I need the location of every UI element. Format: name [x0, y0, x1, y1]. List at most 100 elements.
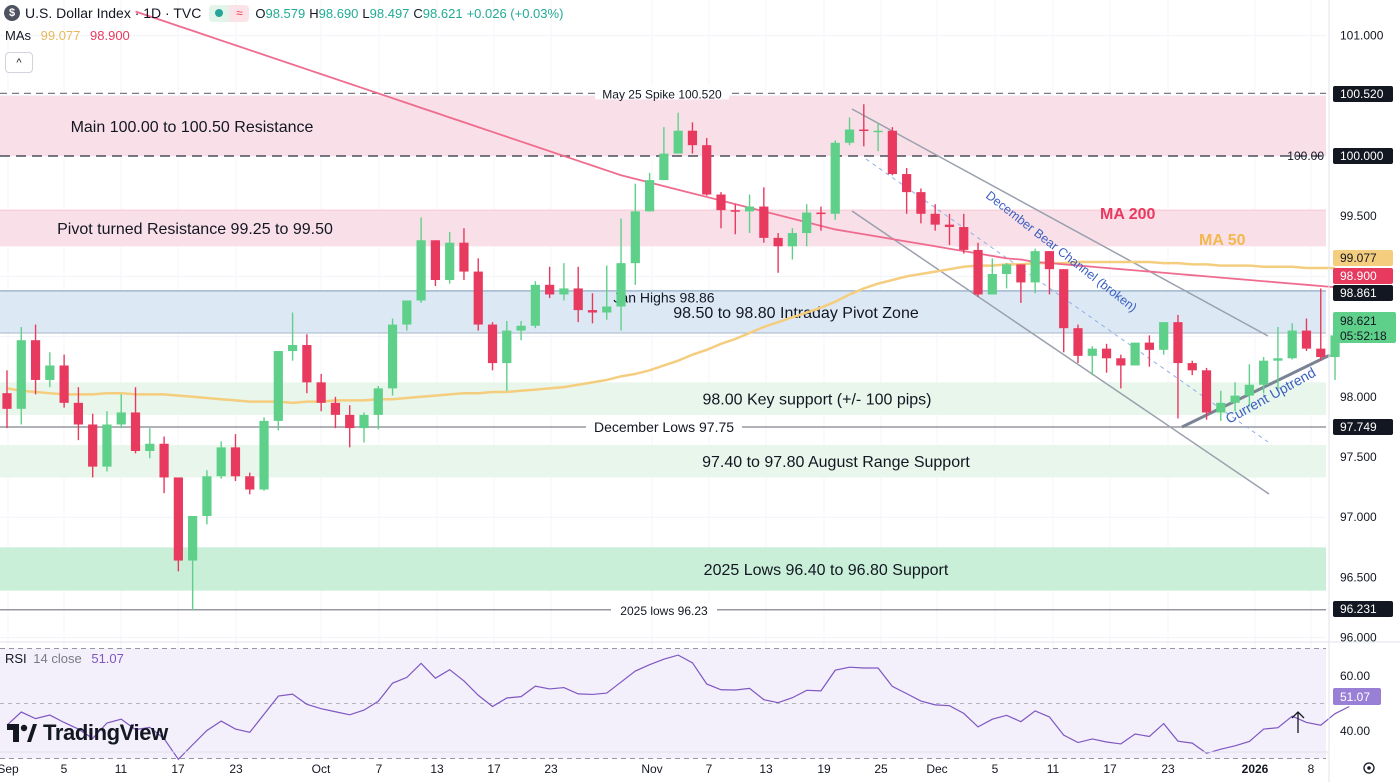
zone-label: Main 100.00 to 100.50 Resistance	[71, 119, 314, 136]
rsi-tick-label: 40.00	[1340, 724, 1370, 738]
candle	[1159, 322, 1169, 355]
candle-body	[759, 206, 769, 238]
candle	[645, 172, 655, 212]
candle	[959, 213, 969, 254]
lows-2025-price-tag: 96.231	[1340, 602, 1377, 616]
candle-body	[202, 476, 212, 516]
wave-icon: ≈	[229, 4, 250, 22]
ma200-price-tag-bg	[1333, 268, 1393, 284]
candle-body	[45, 365, 55, 380]
x-tick-label: 25	[874, 762, 888, 776]
candle-body	[687, 130, 698, 146]
candle	[116, 394, 126, 429]
channel-lower-line	[851, 210, 1270, 495]
candle-body	[730, 210, 740, 212]
x-tick-label: 5	[992, 762, 999, 776]
candle	[1144, 335, 1154, 367]
rsi-legend[interactable]: RSI 14 close 51.07	[5, 651, 124, 666]
x-tick-label: 17	[171, 762, 185, 776]
candle-body	[216, 447, 226, 477]
candle-body	[616, 263, 626, 307]
ma200-annotation: MA 200	[1100, 206, 1156, 223]
candle	[430, 240, 440, 287]
candle	[602, 265, 612, 320]
candle	[1116, 354, 1126, 389]
rsi-legend-value: 51.07	[91, 651, 124, 666]
candle	[816, 206, 826, 231]
candle-body	[1116, 358, 1126, 366]
market-status-pill[interactable]: ≈	[209, 4, 250, 22]
candle-body	[1201, 370, 1212, 413]
spike-level-label: May 25 Spike 100.520	[602, 87, 722, 101]
settings-gear-icon	[1363, 762, 1375, 774]
level-100-price-tag: 100.000	[1340, 149, 1384, 163]
candle	[373, 385, 383, 430]
candle	[516, 320, 526, 341]
x-tick-label: 7	[706, 762, 713, 776]
ma200-price-tag: 98.900	[1340, 269, 1377, 283]
candle-body	[944, 224, 955, 228]
zone-band	[0, 547, 1326, 591]
candle	[1044, 251, 1055, 295]
candle-body	[188, 515, 198, 561]
candle	[16, 326, 26, 425]
candle	[659, 127, 669, 181]
candle-body	[602, 306, 612, 313]
candle-body	[2, 393, 12, 409]
candle-body	[573, 288, 583, 311]
candle-body	[1087, 348, 1097, 356]
chart-header: $ U.S. Dollar Index · 1D · TVC ≈ O98.579…	[4, 4, 567, 22]
candle-body	[359, 414, 369, 429]
y-tick-label: 96.500	[1340, 570, 1377, 584]
candle-body	[887, 130, 897, 175]
ma-legend[interactable]: MAs 99.077 98.900	[5, 28, 130, 43]
candle-body	[416, 240, 426, 301]
zone-band	[0, 444, 1326, 478]
candle	[45, 352, 55, 388]
tradingview-logo[interactable]: TradingView	[7, 720, 168, 746]
candle	[445, 231, 455, 284]
candle-body	[1101, 348, 1112, 359]
candle	[1259, 357, 1269, 394]
rsi-tick-label: 60.00	[1340, 669, 1370, 683]
candle-body	[545, 284, 555, 295]
candle	[1216, 390, 1226, 421]
candle	[487, 322, 498, 371]
candle-body	[830, 142, 840, 214]
candle	[230, 434, 241, 482]
candle	[630, 183, 640, 285]
candle-body	[630, 211, 640, 264]
candle-body	[716, 194, 726, 211]
candle	[173, 477, 183, 572]
ma50-line	[6, 260, 1336, 405]
channel-mid-line	[865, 158, 1269, 443]
candle-body	[473, 271, 483, 325]
dec-lows-label-bg	[586, 419, 742, 436]
candle	[773, 233, 783, 273]
zone-band	[0, 290, 1326, 333]
candle-body	[1187, 363, 1197, 371]
candle	[202, 470, 212, 525]
logo-text: TradingView	[43, 720, 168, 745]
candle-body	[787, 233, 797, 247]
candle	[359, 412, 369, 443]
candle-body	[1044, 251, 1055, 270]
candle	[88, 413, 98, 478]
dec-lows-price-tag: 97.749	[1340, 420, 1377, 434]
collapse-legend-button[interactable]: ^	[5, 52, 33, 73]
candle	[416, 217, 426, 303]
candle	[673, 112, 683, 154]
y-tick-label: 101.000	[1340, 29, 1384, 43]
candle-body	[1301, 330, 1312, 349]
candle	[730, 204, 740, 235]
last-price-tag-bg	[1333, 312, 1396, 343]
candle	[102, 411, 112, 472]
symbol-title[interactable]: U.S. Dollar Index · 1D · TVC	[25, 5, 202, 21]
candle	[188, 515, 198, 610]
ma200-line	[135, 10, 1350, 290]
candle	[559, 263, 569, 301]
zone-label: 98.00 Key support (+/- 100 pips)	[702, 392, 931, 409]
y-tick-label: 99.500	[1340, 209, 1377, 223]
candle-body	[930, 213, 940, 225]
